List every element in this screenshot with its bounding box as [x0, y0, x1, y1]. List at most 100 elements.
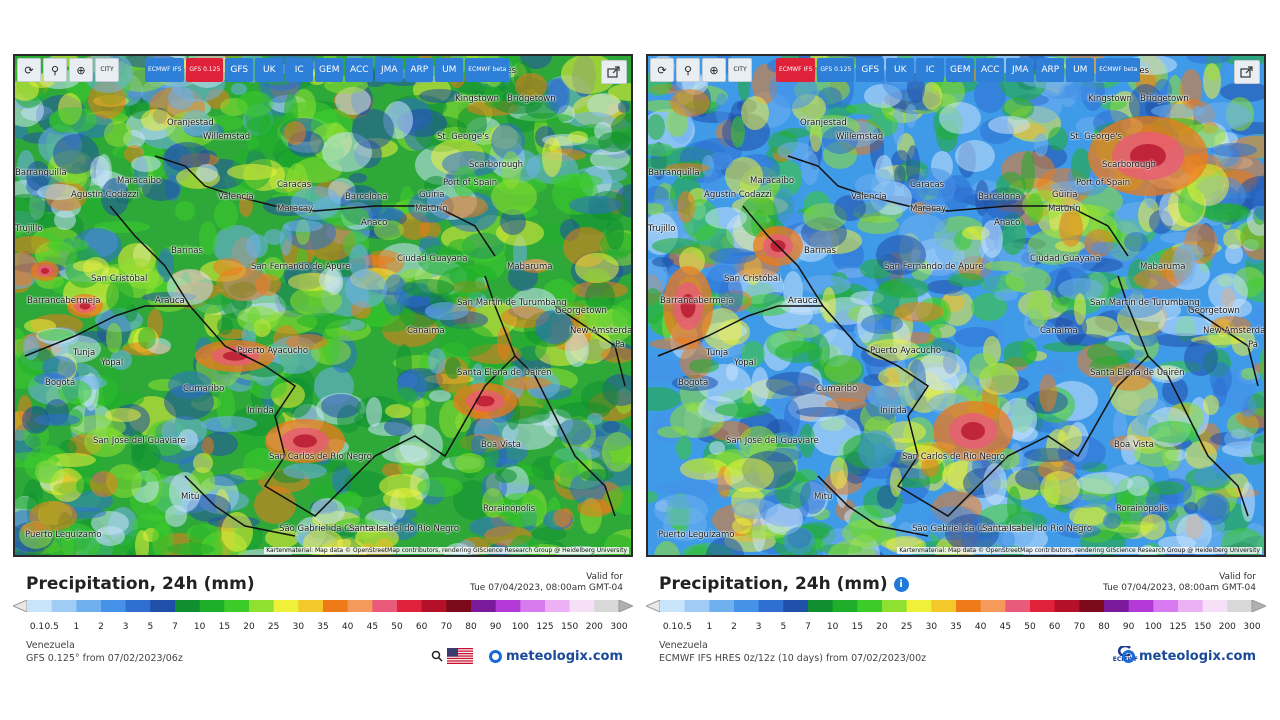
scale-swatch — [832, 600, 858, 612]
model-button-um[interactable]: UM — [435, 58, 464, 82]
legend: Precipitation, 24h (mm) Valid for Tue 07/… — [13, 564, 633, 674]
precip-blob — [1253, 189, 1264, 221]
precip-blob — [425, 302, 469, 320]
city-label: New Amsterdam — [1203, 326, 1266, 336]
zoom-icon[interactable]: ⊕ — [69, 58, 93, 82]
precip-blob — [1127, 476, 1149, 496]
model-button-arp[interactable]: ARP — [405, 58, 434, 82]
scale-swatch — [906, 600, 932, 612]
scale-tick-label: 300 — [1243, 622, 1261, 632]
precip-blob — [743, 294, 793, 316]
scale-tick-label: 35 — [950, 622, 962, 632]
precip-blob — [553, 509, 571, 527]
scale-swatch — [372, 600, 398, 612]
info-icon[interactable]: i — [893, 577, 909, 592]
model-button-gfs[interactable]: GFS — [856, 58, 885, 82]
precip-blob — [321, 394, 361, 418]
city-toggle-button[interactable]: CITY — [728, 58, 752, 82]
model-button-ic[interactable]: IC — [916, 58, 945, 82]
city-label: Trujillo — [15, 224, 43, 234]
precipitation-map[interactable]: ⟳ ⚲ ⊕ CITY ECMWF IFS GFS 0.125 GFS UK IC GEM ACC JM… — [646, 54, 1266, 557]
city-label: Valencia — [218, 192, 254, 202]
model-button-arp[interactable]: ARP — [1036, 58, 1065, 82]
model-button-acc[interactable]: ACC — [345, 58, 374, 82]
model-button-acc[interactable]: ACC — [976, 58, 1005, 82]
precip-blob — [110, 350, 132, 370]
precip-blob — [186, 524, 222, 544]
precip-blob — [283, 220, 323, 232]
scale-tick-label: 150 — [561, 622, 579, 632]
model-button-uk[interactable]: UK — [255, 58, 284, 82]
precip-blob — [442, 151, 498, 177]
precip-blob — [1211, 316, 1251, 334]
scale-tick-label: 1 — [706, 622, 713, 632]
scale-ticks: 0.1 0.5 1 2 3 5 7 10 15 20 25 30 35 40 45 50 60 70 80 90 100… — [13, 622, 633, 634]
city-label: Maturín — [1048, 204, 1081, 214]
brand-logo[interactable]: meteologix.com — [489, 649, 623, 664]
city-label: Agustín Codazzi — [704, 190, 772, 200]
precip-blob — [618, 101, 630, 113]
scale-swatch — [1005, 600, 1031, 612]
refresh-icon[interactable]: ⟳ — [650, 58, 674, 82]
city-label: Port of Spain — [443, 178, 498, 188]
precip-blob — [971, 293, 1007, 321]
border-line — [24, 305, 190, 357]
location-pin-icon[interactable]: ⚲ — [43, 58, 67, 82]
model-button-ecmwf-ifs[interactable]: ECMWF IFS — [145, 58, 185, 82]
precip-blob — [237, 91, 273, 117]
city-label: Santa Isabel do Rio Negro — [349, 524, 460, 534]
precip-blob — [141, 109, 171, 131]
precip-blob — [1241, 368, 1257, 380]
city-toggle-button[interactable]: CITY — [95, 58, 119, 82]
precip-blob — [138, 327, 156, 349]
precipitation-map[interactable]: ⟳ ⚲ ⊕ CITY ECMWF IFS GFS 0.125 GFS UK IC GEM ACC JM… — [13, 54, 633, 557]
precip-blob — [106, 323, 122, 353]
map-title: Precipitation, 24h (mm) — [26, 574, 255, 594]
scale-arrow-left — [646, 600, 661, 612]
location-pin-icon[interactable]: ⚲ — [676, 58, 700, 82]
model-button-ic[interactable]: IC — [285, 58, 314, 82]
precip-blob — [1058, 278, 1104, 300]
precip-blob — [237, 306, 279, 332]
precip-blob — [418, 245, 464, 275]
share-icon[interactable] — [1234, 60, 1260, 84]
model-button-ecmwf-beta[interactable]: ECMWF beta — [1096, 58, 1141, 82]
model-button-gem[interactable]: GEM — [946, 58, 975, 82]
scale-swatch — [175, 600, 201, 612]
model-button-gfs-0-125[interactable]: GFS 0.125 — [817, 58, 855, 82]
border-line — [514, 355, 616, 517]
scale-tick-label: 3 — [755, 622, 762, 632]
city-label: Maracaibo — [750, 176, 795, 186]
model-button-gem[interactable]: GEM — [315, 58, 344, 82]
precip-blob — [1259, 347, 1264, 383]
precip-blob — [402, 279, 454, 297]
precip-blob — [217, 317, 233, 335]
city-label: Georgetown — [1188, 306, 1240, 316]
model-button-gfs[interactable]: GFS — [225, 58, 254, 82]
refresh-icon[interactable]: ⟳ — [17, 58, 41, 82]
model-button-ecmwf-beta[interactable]: ECMWF beta — [465, 58, 510, 82]
precip-blob — [163, 245, 203, 255]
precip-blob — [780, 128, 810, 138]
precip-blob — [917, 351, 967, 391]
city-label: Maracay — [910, 204, 947, 214]
city-label: Santa Elena de Uairén — [457, 368, 552, 378]
model-button-uk[interactable]: UK — [886, 58, 915, 82]
precip-blob — [775, 341, 823, 363]
precip-blob — [1241, 482, 1255, 522]
brand-logo[interactable]: meteologix.com — [1122, 649, 1256, 664]
city-label: Inírida — [247, 406, 274, 416]
scale-tick-label: 20 — [243, 622, 255, 632]
city-label: Willemstad — [203, 132, 251, 142]
model-button-jma[interactable]: JMA — [1006, 58, 1035, 82]
precip-blob — [771, 432, 803, 444]
model-button-um[interactable]: UM — [1066, 58, 1095, 82]
model-button-gfs-0-125[interactable]: GFS 0.125 — [186, 58, 224, 82]
share-icon[interactable] — [601, 60, 627, 84]
zoom-icon[interactable]: ⊕ — [702, 58, 726, 82]
model-button-jma[interactable]: JMA — [375, 58, 404, 82]
precip-blob — [491, 123, 525, 159]
model-button-ecmwf-ifs[interactable]: ECMWF IFS — [776, 58, 816, 82]
scale-tick-label: 200 — [1218, 622, 1236, 632]
precip-blob — [1187, 56, 1231, 64]
